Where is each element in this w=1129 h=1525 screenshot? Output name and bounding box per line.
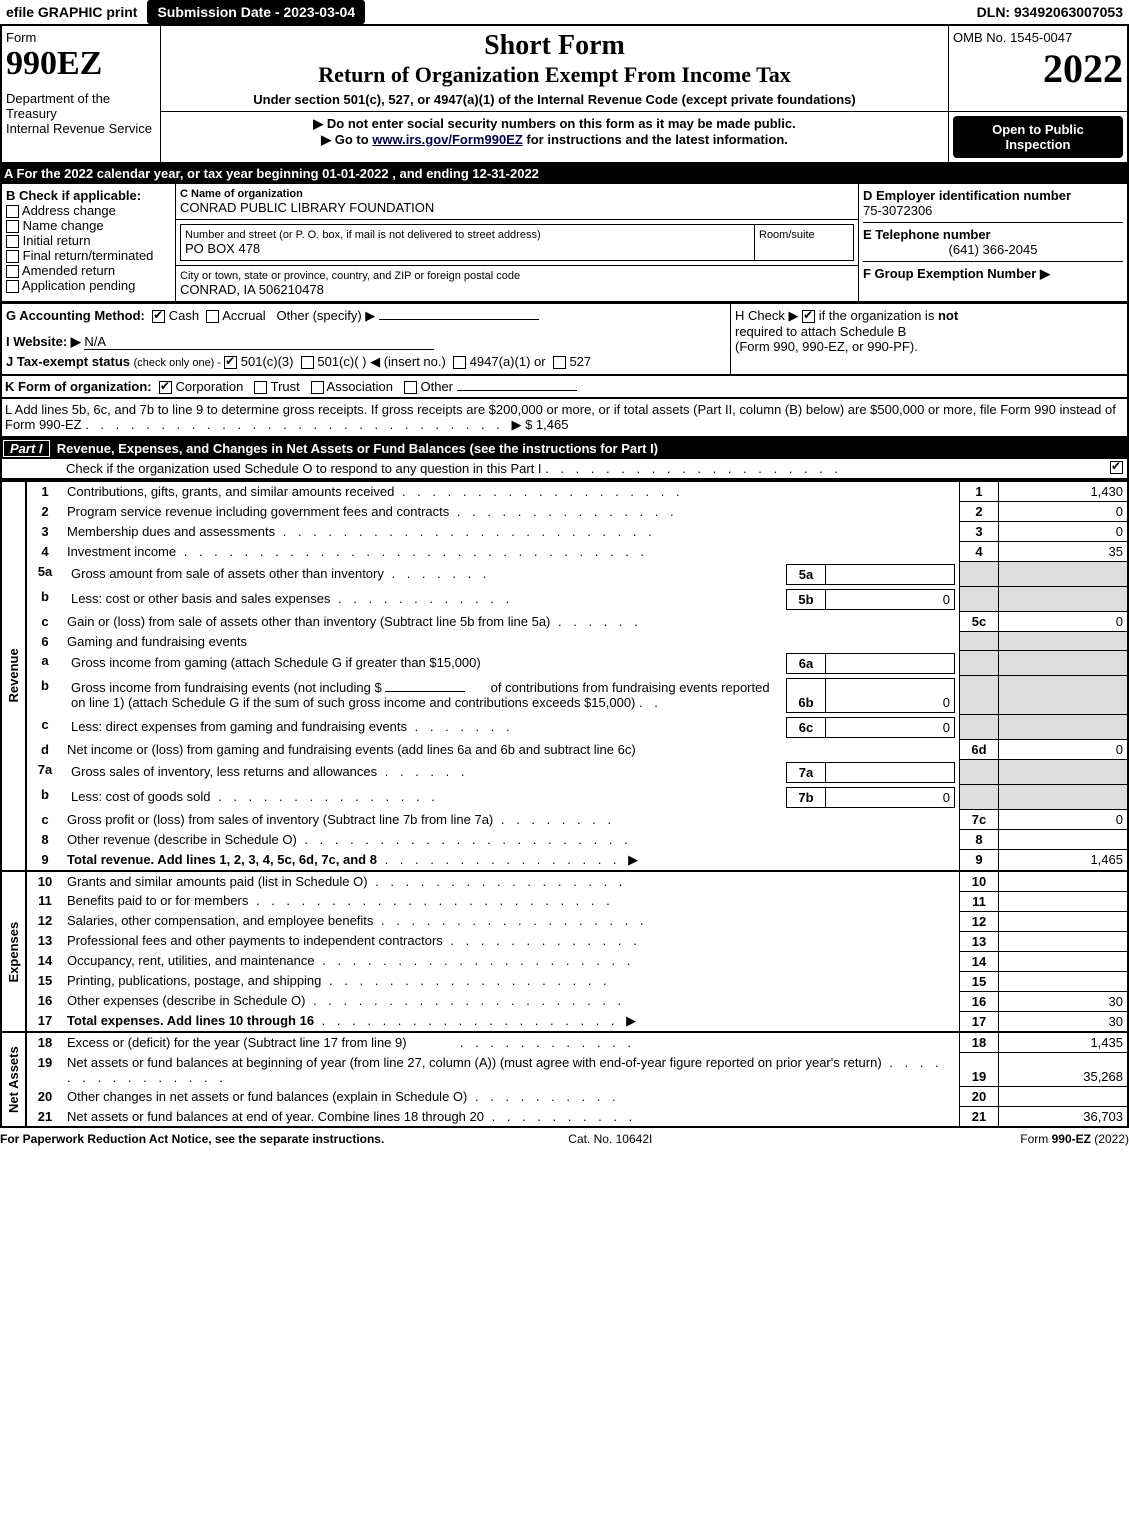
b-opt: Initial return bbox=[6, 233, 171, 248]
c-name-label: C Name of organization bbox=[180, 188, 854, 200]
k-other-checkbox[interactable] bbox=[404, 381, 417, 394]
line-i: I Website: ▶ N/A bbox=[6, 334, 726, 350]
b-label: B Check if applicable: bbox=[6, 188, 171, 203]
cash-checkbox[interactable] bbox=[152, 310, 165, 323]
part1-table: Revenue 1 Contributions, gifts, grants, … bbox=[0, 480, 1129, 1128]
ein: 75-3072306 bbox=[863, 203, 1123, 218]
amended-return-checkbox[interactable] bbox=[6, 265, 19, 278]
city: CONRAD, IA 506210478 bbox=[180, 282, 854, 297]
application-pending-checkbox[interactable] bbox=[6, 280, 19, 293]
form-word: Form bbox=[6, 30, 156, 45]
j-501c-checkbox[interactable] bbox=[301, 356, 314, 369]
phone: (641) 366-2045 bbox=[863, 242, 1123, 257]
part1-title: Revenue, Expenses, and Changes in Net As… bbox=[57, 441, 658, 456]
b-opt: Final return/terminated bbox=[6, 248, 171, 263]
line-l: L Add lines 5b, 6c, and 7b to line 9 to … bbox=[0, 399, 1129, 438]
short-form-title: Short Form bbox=[165, 30, 944, 62]
dln: DLN: 93492063007053 bbox=[971, 2, 1129, 22]
part1-label: Part I bbox=[3, 440, 50, 457]
part1-header: Part I Revenue, Expenses, and Changes in… bbox=[0, 438, 1129, 459]
line-j: J Tax-exempt status (check only one) - 5… bbox=[6, 354, 726, 370]
line-cell: 1 bbox=[960, 481, 999, 502]
tax-year: 2022 bbox=[953, 45, 1123, 92]
line-k: K Form of organization: Corporation Trus… bbox=[0, 376, 1129, 399]
netassets-label: Net Assets bbox=[1, 1032, 26, 1127]
k-corp-checkbox[interactable] bbox=[159, 381, 172, 394]
j-501c3-checkbox[interactable] bbox=[224, 356, 237, 369]
e-label: E Telephone number bbox=[863, 227, 1123, 242]
c-city-label: City or town, state or province, country… bbox=[180, 270, 854, 282]
b-opt: Amended return bbox=[6, 263, 171, 278]
footer: For Paperwork Reduction Act Notice, see … bbox=[0, 1128, 1129, 1150]
k-trust-checkbox[interactable] bbox=[254, 381, 267, 394]
line-text: Contributions, gifts, grants, and simila… bbox=[63, 481, 960, 502]
open-to-public: Open to Public Inspection bbox=[953, 116, 1123, 158]
c-street-label: Number and street (or P. O. box, if mail… bbox=[185, 229, 750, 241]
irs-link[interactable]: www.irs.gov/Form990EZ bbox=[372, 132, 523, 147]
dept: Department of the Treasury Internal Reve… bbox=[6, 91, 156, 136]
ssnote: ▶ Do not enter social security numbers o… bbox=[165, 116, 944, 132]
gh-block: G Accounting Method: Cash Accrual Other … bbox=[0, 303, 1129, 376]
k-assoc-checkbox[interactable] bbox=[311, 381, 324, 394]
return-title: Return of Organization Exempt From Incom… bbox=[165, 62, 944, 88]
h-checkbox[interactable] bbox=[802, 310, 815, 323]
name-change-checkbox[interactable] bbox=[6, 220, 19, 233]
final-return-checkbox[interactable] bbox=[6, 250, 19, 263]
efile-label[interactable]: efile GRAPHIC print bbox=[0, 2, 143, 22]
footer-left: For Paperwork Reduction Act Notice, see … bbox=[0, 1132, 384, 1146]
accrual-checkbox[interactable] bbox=[206, 310, 219, 323]
b-opt: Application pending bbox=[6, 278, 171, 293]
f-label: F Group Exemption Number ▶ bbox=[863, 266, 1123, 282]
section-a: A For the 2022 calendar year, or tax yea… bbox=[0, 164, 1129, 183]
form-number: 990EZ bbox=[6, 45, 156, 83]
footer-mid: Cat. No. 10642I bbox=[568, 1132, 652, 1146]
amount: 1,430 bbox=[999, 481, 1129, 502]
initial-return-checkbox[interactable] bbox=[6, 235, 19, 248]
top-bar: efile GRAPHIC print Submission Date - 20… bbox=[0, 0, 1129, 24]
j-527-checkbox[interactable] bbox=[553, 356, 566, 369]
j-4947-checkbox[interactable] bbox=[453, 356, 466, 369]
expenses-label: Expenses bbox=[1, 871, 26, 1033]
street: PO BOX 478 bbox=[185, 241, 750, 256]
revenue-label: Revenue bbox=[1, 481, 26, 871]
identity-block: B Check if applicable: Address change Na… bbox=[0, 183, 1129, 303]
line-h: H Check ▶ if the organization is not req… bbox=[731, 304, 1129, 376]
org-name: CONRAD PUBLIC LIBRARY FOUNDATION bbox=[180, 200, 854, 215]
line-g: G Accounting Method: Cash Accrual Other … bbox=[6, 308, 726, 324]
addr-change-checkbox[interactable] bbox=[6, 205, 19, 218]
footer-right: Form 990-EZ (2022) bbox=[1020, 1132, 1129, 1146]
omb: OMB No. 1545-0047 bbox=[953, 30, 1123, 45]
gotolink: ▶ Go to www.irs.gov/Form990EZ for instru… bbox=[165, 132, 944, 148]
subtitle: Under section 501(c), 527, or 4947(a)(1)… bbox=[165, 92, 944, 107]
part1-checknote: Check if the organization used Schedule … bbox=[0, 459, 1129, 480]
b-opt: Name change bbox=[6, 218, 171, 233]
submission-date: Submission Date - 2023-03-04 bbox=[147, 0, 365, 24]
form-header: Form 990EZ Department of the Treasury In… bbox=[0, 24, 1129, 164]
d-label: D Employer identification number bbox=[863, 188, 1123, 203]
ln: 1 bbox=[26, 481, 63, 502]
b-opt: Address change bbox=[6, 203, 171, 218]
website: N/A bbox=[84, 334, 434, 350]
room-label: Room/suite bbox=[755, 225, 854, 261]
scheduleO-checkbox[interactable] bbox=[1110, 461, 1123, 474]
